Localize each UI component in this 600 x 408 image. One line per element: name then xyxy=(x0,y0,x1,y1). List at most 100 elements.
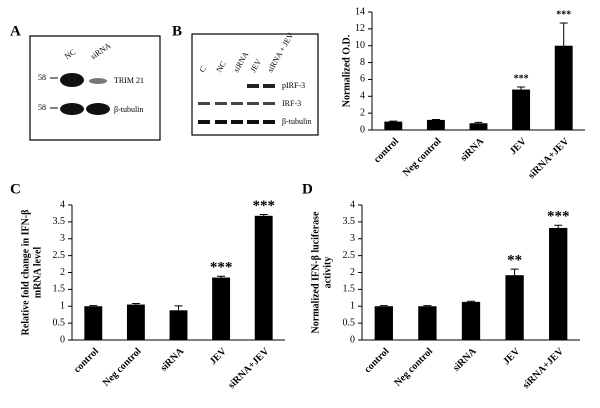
y-tick-label: 1 xyxy=(350,301,355,312)
x-tick-label: Neg control xyxy=(392,346,435,389)
row-label: IRF-3 xyxy=(282,99,301,108)
y-tick-label: 1.5 xyxy=(53,284,66,295)
bar xyxy=(418,306,437,340)
bar xyxy=(84,306,103,340)
y-tick-label: 2 xyxy=(360,107,365,118)
y-tick-label: 3 xyxy=(60,233,65,244)
significance: *** xyxy=(514,73,529,84)
error-bar xyxy=(379,305,388,307)
bar xyxy=(549,227,568,340)
y-tick-label: 2.5 xyxy=(343,250,356,261)
bar xyxy=(505,275,524,340)
significance: *** xyxy=(210,260,233,276)
row-label: TRIM 21 xyxy=(114,76,144,85)
band xyxy=(60,103,84,115)
marker-label: 58 xyxy=(38,103,46,112)
marker-label: 58 xyxy=(38,73,46,82)
y-axis-label: Relative fold change in IFN-β xyxy=(20,210,31,336)
significance: *** xyxy=(547,209,570,225)
y-tick-label: 10 xyxy=(355,40,365,51)
band xyxy=(247,84,259,88)
x-tick-label: siRNA+JEV xyxy=(526,135,572,181)
significance: *** xyxy=(252,198,275,214)
x-tick-label: JEV xyxy=(501,345,523,367)
y-tick-label: 3.5 xyxy=(343,216,356,227)
y-tick-label: 3.5 xyxy=(53,216,66,227)
band-row xyxy=(198,120,275,124)
error-bar xyxy=(467,300,475,302)
bar xyxy=(384,121,403,130)
error-bar xyxy=(259,213,268,216)
x-tick-label: JEV xyxy=(508,135,530,157)
y-tick-label: 14 xyxy=(355,6,365,17)
band xyxy=(89,78,107,84)
y-tick-label: 0.5 xyxy=(53,317,66,328)
bar xyxy=(512,89,531,130)
y-tick-label: 4 xyxy=(350,199,355,210)
y-tick-label: 8 xyxy=(360,57,365,68)
bar xyxy=(254,215,273,340)
error-bar xyxy=(217,275,226,278)
panel-label: C xyxy=(10,181,21,197)
panel-label: B xyxy=(172,23,182,39)
bar xyxy=(469,123,488,130)
x-tick-label: control xyxy=(362,346,391,375)
error-bar xyxy=(474,121,483,124)
band xyxy=(60,73,84,87)
x-tick-label: siRNA+JEV xyxy=(226,345,272,391)
x-tick-label: JEV xyxy=(208,345,230,367)
error-bar xyxy=(131,303,140,305)
bar xyxy=(461,301,481,340)
x-tick-label: Neg control xyxy=(401,136,444,179)
blot-frame xyxy=(29,35,161,141)
y-tick-label: 6 xyxy=(360,74,365,85)
band xyxy=(263,84,275,88)
row-label: β-tubulin xyxy=(282,117,311,126)
panel-label: D xyxy=(302,181,313,197)
error-bar xyxy=(423,305,432,307)
bar xyxy=(212,277,231,340)
band xyxy=(86,103,110,115)
error-bar xyxy=(174,305,183,311)
x-tick-label: siRNA xyxy=(458,135,486,163)
y-tick-label: 0 xyxy=(350,334,355,345)
y-tick-label: 1 xyxy=(60,301,65,312)
y-tick-label: 2 xyxy=(60,267,65,278)
y-tick-label: 3 xyxy=(350,233,355,244)
error-bar xyxy=(554,224,563,228)
bar xyxy=(426,119,445,130)
row-label: β-tubulin xyxy=(114,105,143,114)
bar xyxy=(554,45,573,130)
y-tick-label: 4 xyxy=(360,91,365,102)
x-tick-label: Neg control xyxy=(101,346,144,389)
error-bar xyxy=(89,305,98,307)
y-axis-label: mRNA level xyxy=(32,247,43,299)
y-tick-label: 4 xyxy=(60,199,65,210)
y-tick-label: 0.5 xyxy=(343,317,356,328)
error-bar xyxy=(559,22,568,46)
y-tick-label: 0 xyxy=(60,334,65,345)
y-tick-label: 0 xyxy=(360,124,365,135)
error-bar xyxy=(517,86,526,90)
significance: *** xyxy=(556,9,571,20)
error-bar xyxy=(510,268,519,276)
row-label: pIRF-3 xyxy=(282,81,305,90)
bar xyxy=(126,304,145,340)
bar xyxy=(374,306,393,340)
significance: ** xyxy=(507,253,522,269)
y-tick-label: 2 xyxy=(350,267,355,278)
y-axis-label: Normalized IFN-β luciferase xyxy=(310,211,321,333)
x-tick-label: control xyxy=(372,136,401,165)
bar xyxy=(169,310,188,340)
y-axis-label: activity xyxy=(322,257,333,289)
lane-label: C xyxy=(198,65,208,74)
y-tick-label: 2.5 xyxy=(53,250,66,261)
panel-label: A xyxy=(10,23,21,39)
y-axis-label: Normalized O.D. xyxy=(341,34,352,107)
x-tick-label: siRNA xyxy=(158,345,186,373)
x-tick-label: control xyxy=(72,346,101,375)
y-tick-label: 12 xyxy=(355,23,365,34)
x-tick-label: siRNA+JEV xyxy=(521,345,567,391)
band-row xyxy=(198,102,275,105)
